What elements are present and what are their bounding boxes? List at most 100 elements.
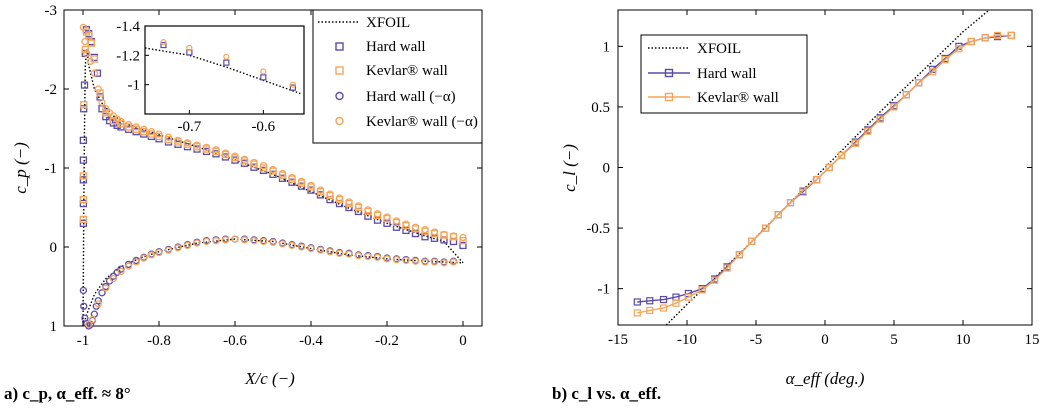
panel-a-point-hard [79,156,88,164]
panel-b-line-kevlar [637,34,1012,314]
panel-b-point-kevlar [774,211,782,219]
panel-a-point-kevlar-neg [459,233,467,242]
panel-a-point-kevlar-neg [109,274,118,283]
panel-a-ytick-label: -1 [45,161,58,177]
panel-a-point-kevlar-neg [90,69,99,77]
panel-b-point-kevlar [698,286,706,294]
caption-a: a) c_p, α_eff. ≈ 8° [4,384,131,403]
panel-a-point-kevlar-neg [102,105,110,113]
panel-b-point-kevlar [929,68,937,76]
inset-point-kevlar [223,53,230,60]
panel-a-point-kevlar-neg [383,213,391,221]
panel-b-ytick-label: 1 [603,39,611,55]
panel-a-xtick-label: -0.4 [299,333,323,349]
panel-a-point-kevlar-neg [326,190,334,198]
inset-point-kevlar [160,39,167,46]
panel-a-point-kevlar [164,135,173,144]
panel-b-point-kevlar [915,79,923,87]
panel-a-point-kevlar-neg [212,237,220,245]
panel-a-point-kevlar-neg [221,149,230,157]
panel-a-cp-chart: -1 -0.8 -0.6 -0.4 -0.2 0 -3 -2 -1 0 1 X/c (−) c_p … [11,3,483,388]
panel-a-xtick-label: 0 [459,333,467,349]
panel-a-point-kevlar [147,130,156,138]
panel-b-point-kevlar [851,139,859,147]
inset-point-hard [223,59,230,66]
panel-a-ylabel: c_p (−) [11,142,30,194]
panel-a-point-hard [80,105,88,113]
panel-b-xfoil-line [665,9,990,326]
panel-a-point-hard-neg [80,302,88,310]
panel-a-point-kevlar-neg [83,49,91,58]
panel-b-point-kevlar [748,237,756,246]
panel-a-point-kevlar-neg [102,284,110,292]
panel-a-point-kevlar-neg [193,141,201,149]
panel-a-point-hard-neg [117,265,125,273]
panel-a-point-hard [79,199,88,208]
panel-a-point-kevlar-neg [259,237,268,246]
panel-b-point-kevlar [735,251,744,259]
panel-b-point-kevlar [864,127,872,135]
panel-a-point-kevlar-neg [269,165,277,174]
panel-b-point-kevlar [633,309,641,317]
inset-point-hard [289,84,297,91]
panel-a-point-kevlar-neg [183,139,192,147]
panel-b-ytick-label: -0.5 [586,221,610,237]
panel-a-point-kevlar-neg [164,246,173,254]
panel-a-point-kevlar-neg [94,300,102,308]
panel-a-point-kevlar-neg [354,252,363,260]
panel-a-point-kevlar-neg [240,155,249,163]
panel-b-point-kevlar [684,293,692,301]
legend-b-hard-swatch-marker [664,68,674,78]
legend-b-hard-label: Hard wall [697,66,757,82]
panel-a-inset: -0.7 -0.6 -1.4 -1.2 -1 [116,19,305,135]
panel-a-point-kevlar [259,164,268,172]
panel-a-point-kevlar-neg [202,143,211,152]
legend-b-kevlar-swatch-marker [664,92,674,102]
panel-a-point-kevlar-neg [288,241,296,250]
panel-a-point-kevlar-neg [86,57,95,65]
panel-a-point-kevlar-neg [316,186,325,194]
panel-a-point-kevlar-neg [117,117,125,126]
panel-a-point-kevlar-neg [449,258,458,266]
panel-b-point-kevlar [762,224,770,232]
panel-a-point-kevlar-neg [316,246,325,254]
panel-a-point-kevlar-neg [202,237,211,246]
panel-a-ytick-label: -3 [45,3,58,19]
panel-a-point-hard [85,30,93,38]
inset-xtick-label: -0.6 [251,119,275,135]
panel-a-point-kevlar-neg [335,249,344,257]
panel-b-point-kevlar [837,151,846,159]
panel-b-point-kevlar [672,299,680,307]
panel-a-point-kevlar-neg [183,241,192,250]
panel-a-point-kevlar-neg [94,85,102,93]
panel-a-point-kevlar-neg [81,37,89,46]
panel-a-point-kevlar-neg [421,258,429,266]
inset-point-kevlar [260,68,267,75]
panel-a-point-kevlar [459,237,467,245]
panel-b-point-kevlar [646,306,654,315]
panel-a-point-kevlar-neg [373,210,382,218]
panel-a-point-hard [459,241,467,250]
panel-a-point-kevlar-neg [326,248,334,256]
panel-b-ytick-label: -1 [598,282,611,298]
panel-b-point-kevlar [710,276,719,284]
panel-a-point-kevlar-neg [124,262,133,270]
panel-a-point-kevlar [79,172,88,180]
panel-a-point-hard-neg [79,286,88,295]
panel-b-point-kevlar [993,31,1002,40]
panel-a-point-kevlar-neg [164,133,173,141]
panel-a-point-kevlar-neg [392,217,401,225]
panel-b-point-hard [646,297,654,305]
panel-a-point-kevlar-neg [297,177,306,186]
panel-a-point-kevlar [80,101,88,109]
panel-b-point-kevlar [967,37,975,46]
panel-a-point-kevlar-neg [174,244,182,252]
panel-a-point-kevlar-neg [402,220,410,228]
panel-a-xfoil-lower-line [82,238,464,327]
legend-a-kevlar-neg-swatch [335,116,344,126]
panel-a-point-kevlar-neg [140,254,148,262]
panel-a-point-hard [87,37,96,46]
panel-b-xtick-label: 10 [956,332,971,348]
panel-b-point-kevlar [659,304,668,312]
panel-a-point-kevlar-neg [193,239,201,247]
